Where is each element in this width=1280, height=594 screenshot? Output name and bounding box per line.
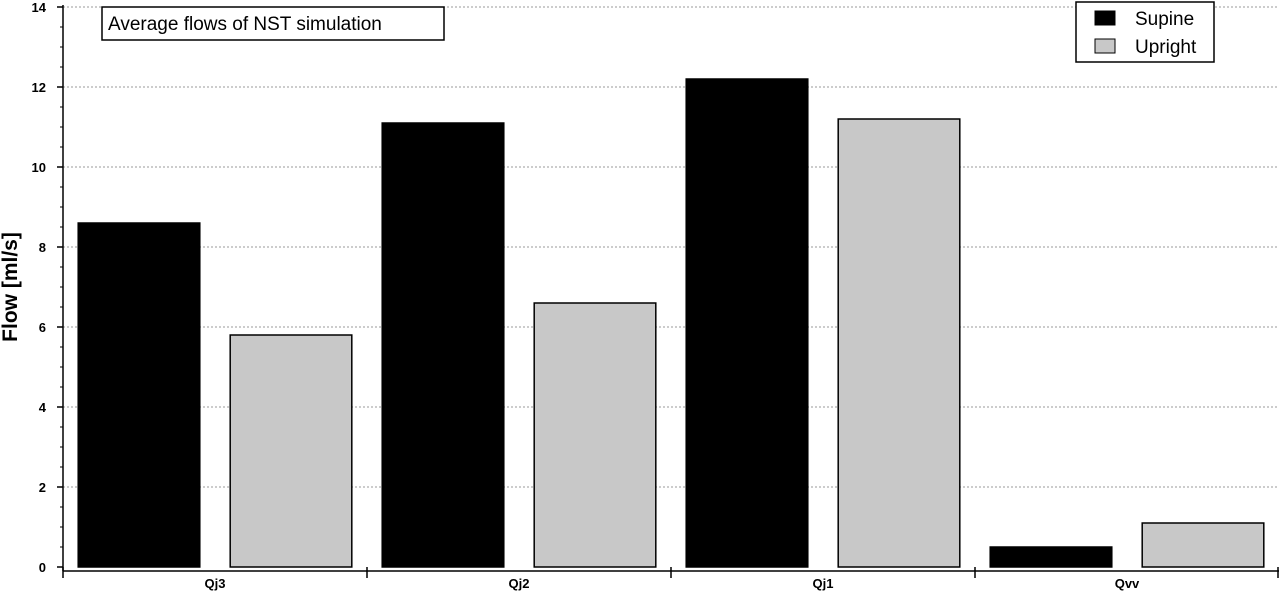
legend-swatch-upright: [1094, 38, 1116, 54]
y-tick-label: 4: [39, 400, 47, 415]
bar-supine-qj1: [685, 78, 809, 568]
bar-supine-qvv: [989, 546, 1113, 568]
bar-supine-qj3: [77, 222, 201, 568]
axes: 0 2 4 6 8 10 12 14 Qj3 Qj2 Qj1 Qvv: [32, 0, 1279, 591]
legend-swatch-supine: [1094, 10, 1116, 26]
bar-upright-qj2: [533, 302, 657, 568]
y-axis-label: Flow [ml/s]: [0, 232, 22, 342]
y-tick-label: 2: [39, 480, 46, 495]
y-tick-label: 14: [32, 0, 47, 15]
bars: [77, 78, 1265, 568]
y-tick-label: 12: [32, 80, 46, 95]
chart-title: Average flows of NST simulation: [108, 14, 382, 35]
y-tick-label: 6: [39, 320, 46, 335]
bar-upright-qvv: [1141, 522, 1265, 568]
bar-upright-qj3: [229, 334, 353, 568]
x-tick-label: Qj1: [813, 576, 834, 591]
x-tick-label: Qj3: [205, 576, 226, 591]
bar-upright-qj1: [837, 118, 961, 568]
chart-title-box: Average flows of NST simulation: [101, 6, 445, 41]
bar-supine-qj2: [381, 122, 505, 568]
x-tick-label: Qvv: [1115, 576, 1140, 591]
x-tick-label: Qj2: [509, 576, 530, 591]
legend: Supine Upright: [1075, 1, 1215, 63]
y-tick-label: 8: [39, 240, 46, 255]
y-tick-label: 10: [32, 160, 46, 175]
legend-label-supine: Supine: [1135, 9, 1194, 30]
y-tick-label: 0: [39, 560, 46, 575]
legend-label-upright: Upright: [1135, 37, 1197, 58]
